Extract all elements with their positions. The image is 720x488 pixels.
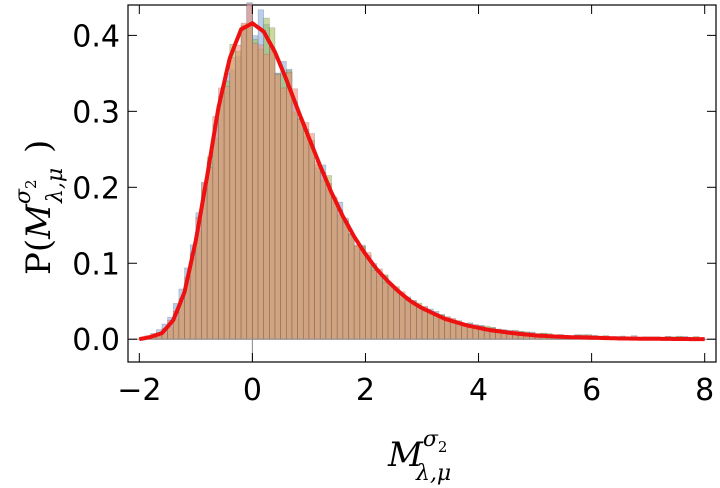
histogram-bar — [319, 172, 327, 340]
y-tick-label: 0.4 — [72, 19, 120, 54]
histogram-bar — [314, 160, 321, 340]
histogram-bar — [235, 44, 242, 340]
histogram-bar — [427, 311, 434, 340]
histogram-bar — [229, 57, 236, 340]
histogram-bar — [280, 87, 287, 340]
histogram-bar — [269, 47, 276, 340]
y-axis-label-main: M — [19, 203, 59, 240]
histogram-bar — [325, 183, 332, 340]
histogram-bar — [308, 133, 315, 340]
histogram-bar — [376, 268, 383, 340]
y-axis-label-superscript-sub: 2 — [22, 179, 40, 189]
y-axis-label-group: P(Mσ2 λ,μ) — [11, 140, 68, 275]
histogram-bar — [331, 196, 338, 340]
y-tick-label: 0.2 — [72, 171, 120, 206]
histogram-bar — [212, 116, 219, 340]
y-ticks: 0.0 0.1 0.2 0.3 0.4 — [72, 19, 716, 358]
histogram-bar — [223, 86, 231, 340]
x-tick-label: 4 — [469, 373, 488, 408]
histogram-bar — [240, 22, 248, 340]
histogram-bar — [274, 74, 281, 340]
x-axis-label-superscript: σ — [423, 427, 439, 452]
histogram-bar — [297, 119, 304, 340]
y-tick-label: 0.1 — [72, 247, 120, 282]
histogram-bar — [359, 247, 366, 340]
histogram-bar — [399, 291, 406, 340]
histogram-bar — [393, 289, 400, 340]
y-axis-label-suffix: ) — [19, 140, 59, 153]
histogram-bar — [387, 285, 395, 340]
histogram-bar — [404, 298, 411, 340]
x-tick-label: 8 — [695, 373, 714, 408]
y-axis-label-superscript: σ — [11, 188, 36, 204]
x-axis-label-superscript-sub: 2 — [438, 438, 448, 456]
y-axis-label-subscript: λ,μ — [43, 168, 68, 204]
histogram-bar — [246, 3, 253, 340]
histogram-bar — [302, 122, 310, 340]
y-tick-label: 0.3 — [72, 95, 120, 130]
histogram-bar — [353, 244, 361, 340]
histogram-bars — [139, 2, 700, 340]
histogram-bar — [218, 87, 225, 340]
histogram-bar — [410, 301, 417, 340]
y-axis-label: P(Mσ2 λ,μ) — [11, 140, 68, 275]
histogram-bar — [263, 53, 270, 340]
histogram-bar — [206, 167, 214, 340]
x-tick-label: 0 — [243, 373, 262, 408]
y-axis-label-prefix: P( — [19, 239, 59, 275]
histogram-bar — [348, 234, 355, 340]
x-axis-label-main: M — [387, 435, 424, 475]
fit-curve — [138, 21, 705, 342]
histogram-bar — [286, 71, 293, 340]
y-tick-label: 0.0 — [72, 323, 120, 358]
x-axis-label-subscript: λ,μ — [415, 461, 451, 486]
histogram-bar — [416, 306, 423, 340]
x-tick-label: −2 — [117, 373, 161, 408]
histogram-bar — [291, 88, 298, 340]
histogram-bar — [342, 222, 349, 340]
histogram-bar — [257, 44, 264, 340]
histogram-bar — [365, 252, 372, 340]
x-tick-label: 6 — [582, 373, 601, 408]
histogram-bar — [382, 282, 389, 340]
x-axis-label: Mσ2 λ,μ — [387, 427, 451, 486]
x-ticks: −2 0 2 4 6 8 — [117, 5, 714, 408]
histogram-bar — [336, 209, 344, 340]
histogram-bar — [252, 43, 259, 340]
x-tick-label: 2 — [356, 373, 375, 408]
plot-frame — [127, 4, 717, 363]
histogram-bar — [433, 314, 440, 340]
histogram-bar — [370, 270, 378, 340]
